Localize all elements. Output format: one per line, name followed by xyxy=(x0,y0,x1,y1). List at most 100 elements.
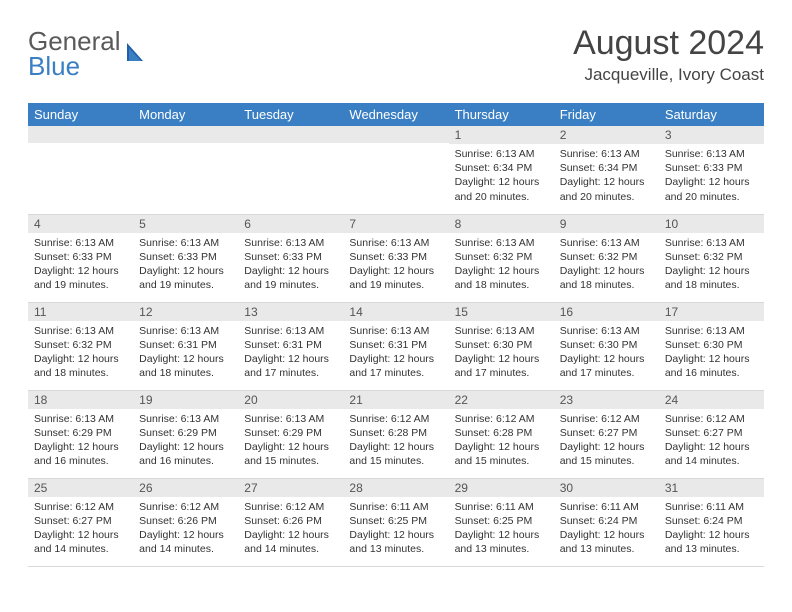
calendar-cell: 5Sunrise: 6:13 AMSunset: 6:33 PMDaylight… xyxy=(133,214,238,302)
day-number: 20 xyxy=(238,391,343,409)
weekday-saturday: Saturday xyxy=(659,103,764,126)
day-body: Sunrise: 6:11 AMSunset: 6:25 PMDaylight:… xyxy=(449,497,554,561)
weekday-monday: Monday xyxy=(133,103,238,126)
calendar-cell: 20Sunrise: 6:13 AMSunset: 6:29 PMDayligh… xyxy=(238,390,343,478)
day-body: Sunrise: 6:13 AMSunset: 6:29 PMDaylight:… xyxy=(133,409,238,473)
logo: General Blue xyxy=(28,30,151,80)
calendar-cell: 22Sunrise: 6:12 AMSunset: 6:28 PMDayligh… xyxy=(449,390,554,478)
day-number: 29 xyxy=(449,479,554,497)
calendar-cell xyxy=(28,126,133,214)
weekday-friday: Friday xyxy=(554,103,659,126)
day-body: Sunrise: 6:13 AMSunset: 6:30 PMDaylight:… xyxy=(554,321,659,385)
calendar-cell xyxy=(133,126,238,214)
day-body: Sunrise: 6:13 AMSunset: 6:33 PMDaylight:… xyxy=(133,233,238,297)
day-body: Sunrise: 6:13 AMSunset: 6:32 PMDaylight:… xyxy=(659,233,764,297)
day-number: 6 xyxy=(238,215,343,233)
calendar-row: 1Sunrise: 6:13 AMSunset: 6:34 PMDaylight… xyxy=(28,126,764,214)
day-number: 3 xyxy=(659,126,764,144)
title-block: August 2024 Jacqueville, Ivory Coast xyxy=(573,24,764,85)
day-number: 11 xyxy=(28,303,133,321)
day-body: Sunrise: 6:12 AMSunset: 6:28 PMDaylight:… xyxy=(449,409,554,473)
day-body: Sunrise: 6:12 AMSunset: 6:26 PMDaylight:… xyxy=(133,497,238,561)
calendar-row: 18Sunrise: 6:13 AMSunset: 6:29 PMDayligh… xyxy=(28,390,764,478)
calendar-cell: 21Sunrise: 6:12 AMSunset: 6:28 PMDayligh… xyxy=(343,390,448,478)
calendar-cell: 6Sunrise: 6:13 AMSunset: 6:33 PMDaylight… xyxy=(238,214,343,302)
day-number xyxy=(133,126,238,143)
calendar-cell: 19Sunrise: 6:13 AMSunset: 6:29 PMDayligh… xyxy=(133,390,238,478)
location: Jacqueville, Ivory Coast xyxy=(573,65,764,85)
day-number: 10 xyxy=(659,215,764,233)
day-number: 19 xyxy=(133,391,238,409)
day-number xyxy=(238,126,343,143)
day-body: Sunrise: 6:11 AMSunset: 6:24 PMDaylight:… xyxy=(659,497,764,561)
day-body: Sunrise: 6:12 AMSunset: 6:27 PMDaylight:… xyxy=(28,497,133,561)
calendar-cell: 12Sunrise: 6:13 AMSunset: 6:31 PMDayligh… xyxy=(133,302,238,390)
day-body: Sunrise: 6:13 AMSunset: 6:29 PMDaylight:… xyxy=(28,409,133,473)
weekday-tuesday: Tuesday xyxy=(238,103,343,126)
day-number: 15 xyxy=(449,303,554,321)
day-body: Sunrise: 6:13 AMSunset: 6:33 PMDaylight:… xyxy=(238,233,343,297)
day-number: 2 xyxy=(554,126,659,144)
calendar-cell: 28Sunrise: 6:11 AMSunset: 6:25 PMDayligh… xyxy=(343,478,448,566)
day-body: Sunrise: 6:13 AMSunset: 6:34 PMDaylight:… xyxy=(554,144,659,208)
day-body: Sunrise: 6:11 AMSunset: 6:25 PMDaylight:… xyxy=(343,497,448,561)
day-body: Sunrise: 6:13 AMSunset: 6:30 PMDaylight:… xyxy=(449,321,554,385)
day-body: Sunrise: 6:13 AMSunset: 6:32 PMDaylight:… xyxy=(449,233,554,297)
day-number: 21 xyxy=(343,391,448,409)
sail-icon xyxy=(125,41,151,72)
calendar-cell xyxy=(238,126,343,214)
day-number: 1 xyxy=(449,126,554,144)
calendar-cell: 9Sunrise: 6:13 AMSunset: 6:32 PMDaylight… xyxy=(554,214,659,302)
calendar-cell: 26Sunrise: 6:12 AMSunset: 6:26 PMDayligh… xyxy=(133,478,238,566)
calendar-row: 25Sunrise: 6:12 AMSunset: 6:27 PMDayligh… xyxy=(28,478,764,566)
calendar-cell: 2Sunrise: 6:13 AMSunset: 6:34 PMDaylight… xyxy=(554,126,659,214)
calendar-header-row: SundayMondayTuesdayWednesdayThursdayFrid… xyxy=(28,103,764,126)
day-body: Sunrise: 6:13 AMSunset: 6:31 PMDaylight:… xyxy=(343,321,448,385)
day-body: Sunrise: 6:12 AMSunset: 6:28 PMDaylight:… xyxy=(343,409,448,473)
day-body: Sunrise: 6:13 AMSunset: 6:31 PMDaylight:… xyxy=(238,321,343,385)
calendar-cell: 16Sunrise: 6:13 AMSunset: 6:30 PMDayligh… xyxy=(554,302,659,390)
calendar-cell xyxy=(343,126,448,214)
day-number: 16 xyxy=(554,303,659,321)
day-number: 12 xyxy=(133,303,238,321)
calendar-cell: 11Sunrise: 6:13 AMSunset: 6:32 PMDayligh… xyxy=(28,302,133,390)
calendar-cell: 3Sunrise: 6:13 AMSunset: 6:33 PMDaylight… xyxy=(659,126,764,214)
day-number xyxy=(28,126,133,143)
day-body: Sunrise: 6:12 AMSunset: 6:27 PMDaylight:… xyxy=(554,409,659,473)
day-number: 5 xyxy=(133,215,238,233)
logo-text: General Blue xyxy=(28,30,121,80)
day-number: 26 xyxy=(133,479,238,497)
day-body: Sunrise: 6:13 AMSunset: 6:32 PMDaylight:… xyxy=(28,321,133,385)
day-body: Sunrise: 6:13 AMSunset: 6:34 PMDaylight:… xyxy=(449,144,554,208)
day-number: 27 xyxy=(238,479,343,497)
day-number: 8 xyxy=(449,215,554,233)
day-body: Sunrise: 6:12 AMSunset: 6:27 PMDaylight:… xyxy=(659,409,764,473)
calendar-cell: 23Sunrise: 6:12 AMSunset: 6:27 PMDayligh… xyxy=(554,390,659,478)
day-number: 24 xyxy=(659,391,764,409)
calendar-cell: 17Sunrise: 6:13 AMSunset: 6:30 PMDayligh… xyxy=(659,302,764,390)
day-body: Sunrise: 6:13 AMSunset: 6:29 PMDaylight:… xyxy=(238,409,343,473)
day-body: Sunrise: 6:13 AMSunset: 6:33 PMDaylight:… xyxy=(343,233,448,297)
calendar-cell: 8Sunrise: 6:13 AMSunset: 6:32 PMDaylight… xyxy=(449,214,554,302)
logo-word-blue: Blue xyxy=(28,51,80,81)
weekday-wednesday: Wednesday xyxy=(343,103,448,126)
calendar-cell: 10Sunrise: 6:13 AMSunset: 6:32 PMDayligh… xyxy=(659,214,764,302)
calendar-cell: 30Sunrise: 6:11 AMSunset: 6:24 PMDayligh… xyxy=(554,478,659,566)
day-number xyxy=(343,126,448,143)
day-body: Sunrise: 6:13 AMSunset: 6:33 PMDaylight:… xyxy=(28,233,133,297)
calendar-row: 11Sunrise: 6:13 AMSunset: 6:32 PMDayligh… xyxy=(28,302,764,390)
day-body: Sunrise: 6:12 AMSunset: 6:26 PMDaylight:… xyxy=(238,497,343,561)
day-body: Sunrise: 6:13 AMSunset: 6:33 PMDaylight:… xyxy=(659,144,764,208)
calendar-cell: 4Sunrise: 6:13 AMSunset: 6:33 PMDaylight… xyxy=(28,214,133,302)
calendar-cell: 14Sunrise: 6:13 AMSunset: 6:31 PMDayligh… xyxy=(343,302,448,390)
calendar-cell: 7Sunrise: 6:13 AMSunset: 6:33 PMDaylight… xyxy=(343,214,448,302)
header: General Blue August 2024 Jacqueville, Iv… xyxy=(28,24,764,85)
day-number: 17 xyxy=(659,303,764,321)
day-number: 18 xyxy=(28,391,133,409)
calendar-cell: 13Sunrise: 6:13 AMSunset: 6:31 PMDayligh… xyxy=(238,302,343,390)
day-body: Sunrise: 6:13 AMSunset: 6:30 PMDaylight:… xyxy=(659,321,764,385)
day-number: 23 xyxy=(554,391,659,409)
weekday-thursday: Thursday xyxy=(449,103,554,126)
day-body: Sunrise: 6:11 AMSunset: 6:24 PMDaylight:… xyxy=(554,497,659,561)
day-number: 7 xyxy=(343,215,448,233)
